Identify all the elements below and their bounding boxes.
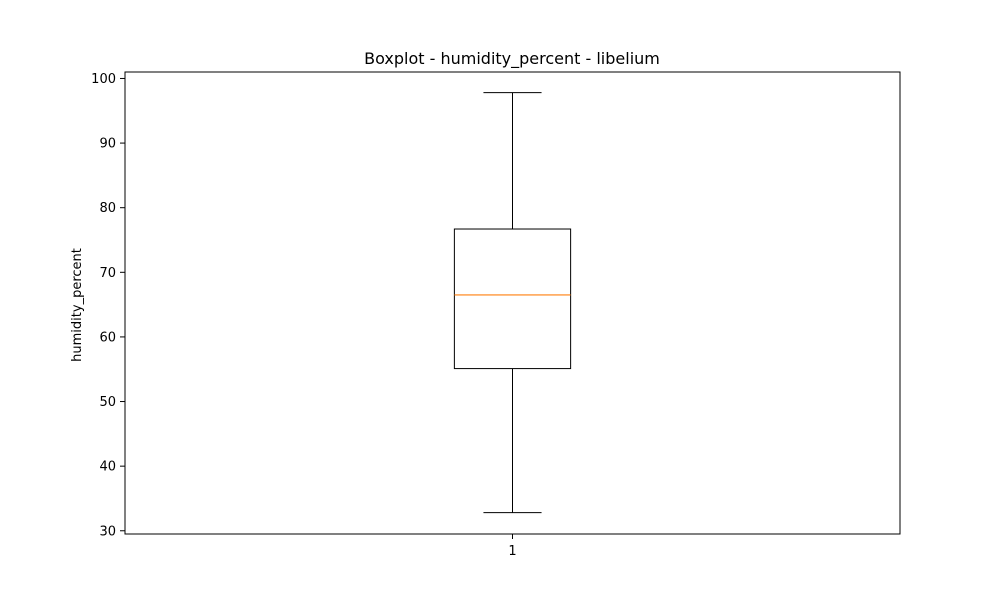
y-tick-label: 50 xyxy=(99,395,116,410)
y-axis-ticks: 30 40 50 60 70 80 90 100 xyxy=(91,72,125,539)
x-axis-ticks: 1 xyxy=(508,534,517,559)
y-tick-label: 80 xyxy=(99,201,116,216)
y-tick-label: 90 xyxy=(99,137,116,152)
x-tick-label: 1 xyxy=(508,544,516,559)
y-tick-label: 60 xyxy=(99,330,116,345)
y-tick-label: 70 xyxy=(99,266,116,281)
box-series xyxy=(453,92,572,514)
interquartile-box xyxy=(453,228,572,370)
chart-title: Boxplot - humidity_percent - libelium xyxy=(364,49,660,69)
y-tick-label: 40 xyxy=(99,460,116,475)
y-axis-label: humidity_percent xyxy=(70,248,85,362)
y-tick-label: 30 xyxy=(99,524,116,539)
y-tick-label: 100 xyxy=(91,72,116,87)
